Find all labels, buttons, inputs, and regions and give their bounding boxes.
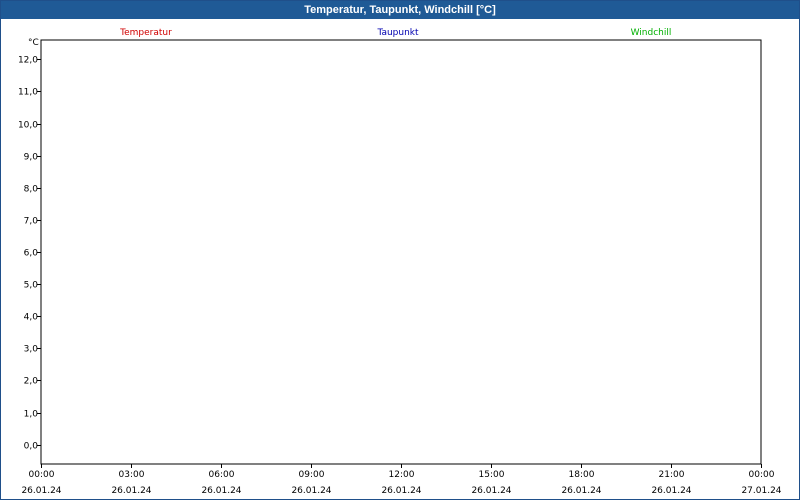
y-tick-label: 7,0 <box>24 217 39 227</box>
legend-taupunkt: Taupunkt <box>376 28 419 38</box>
x-tick-date: 26.01.24 <box>21 486 61 496</box>
x-tick-date: 26.01.24 <box>201 486 241 496</box>
x-tick-date: 26.01.24 <box>381 486 421 496</box>
y-tick-label: 9,0 <box>24 153 39 163</box>
y-tick-label: 12,0 <box>18 56 38 66</box>
x-tick-time: 03:00 <box>119 470 145 480</box>
x-tick-time: 06:00 <box>209 470 235 480</box>
y-tick-label: 0,0 <box>24 442 39 452</box>
legend-windchill: Windchill <box>631 28 672 38</box>
x-tick-date: 26.01.24 <box>111 486 151 496</box>
x-tick-date: 26.01.24 <box>651 486 691 496</box>
y-tick-label: 2,0 <box>24 377 39 387</box>
x-tick-time: 00:00 <box>749 470 775 480</box>
y-tick-label: 11,0 <box>18 88 38 98</box>
x-tick-date: 26.01.24 <box>471 486 511 496</box>
x-tick-time: 09:00 <box>299 470 325 480</box>
y-tick-label: 8,0 <box>24 185 39 195</box>
y-tick-label: 4,0 <box>24 313 39 323</box>
x-tick-time: 18:00 <box>569 470 595 480</box>
chart-area: 0,0 1,0 2,0 3,0 4,0 5,0 6,0 7,0 8,0 9,0 10,0 11,0 12… <box>18 28 782 496</box>
x-tick-time: 12:00 <box>389 470 415 480</box>
x-tick-time: 15:00 <box>479 470 505 480</box>
y-tick-label: 10,0 <box>18 121 38 131</box>
y-tick-label: 5,0 <box>24 281 39 291</box>
y-tick-label: 1,0 <box>24 410 39 420</box>
x-tick-date: 27.01.24 <box>741 486 781 496</box>
x-tick-date: 26.01.24 <box>561 486 601 496</box>
plot-frame <box>40 39 762 465</box>
x-tick-date: 26.01.24 <box>291 486 331 496</box>
x-tick-time: 00:00 <box>29 470 55 480</box>
legend-temperatur: Temperatur <box>119 28 172 38</box>
x-tick-time: 21:00 <box>659 470 685 480</box>
y-axis-label: °C <box>28 38 39 48</box>
y-tick-label: 6,0 <box>24 249 39 259</box>
window-title: Temperatur, Taupunkt, Windchill [°C] <box>1 1 799 19</box>
y-tick-label: 3,0 <box>24 345 39 355</box>
